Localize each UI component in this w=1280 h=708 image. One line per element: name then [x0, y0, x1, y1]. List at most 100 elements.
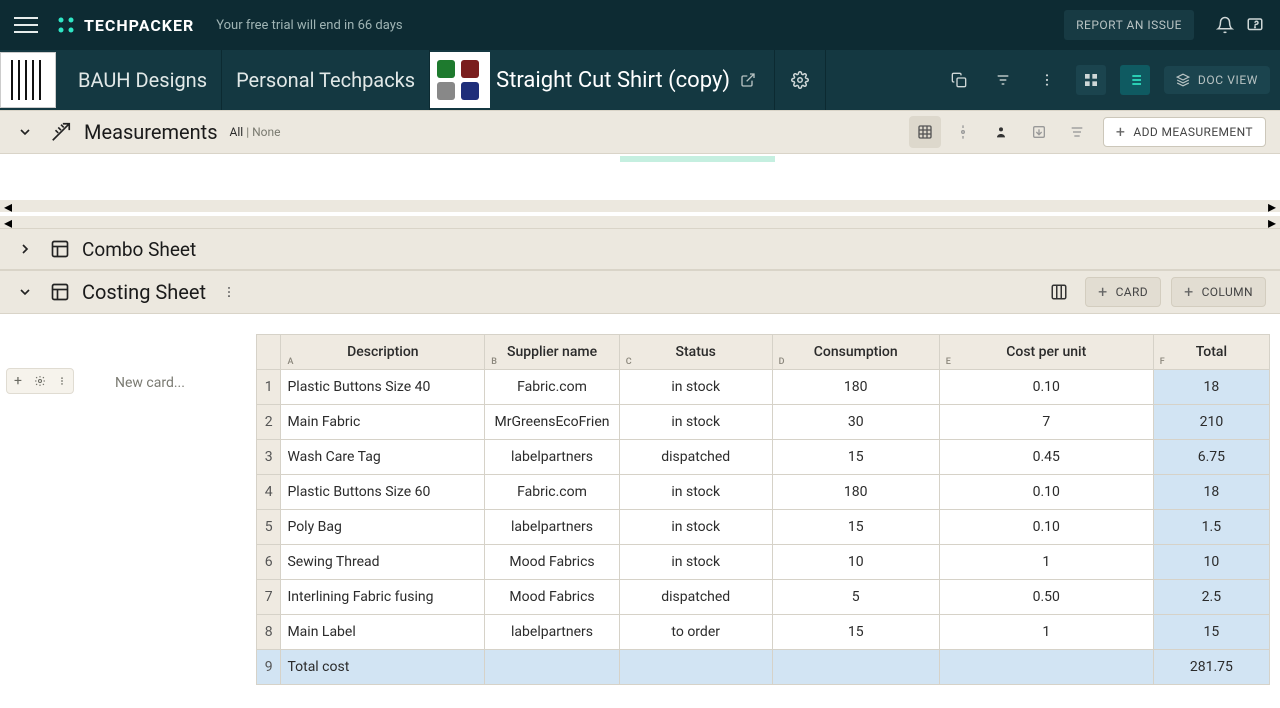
brand-thumbnail[interactable]	[0, 52, 56, 108]
cell-supplier[interactable]: Fabric.com	[485, 475, 620, 510]
more-icon[interactable]	[1032, 65, 1062, 95]
cell-description[interactable]: Plastic Buttons Size 60	[281, 475, 485, 510]
table-row[interactable]: 2Main FabricMrGreensEcoFrienin stock3072…	[257, 405, 1270, 440]
notifications-icon[interactable]	[1214, 14, 1236, 36]
cell-consumption[interactable]: 10	[772, 545, 939, 580]
cell-supplier[interactable]: labelpartners	[485, 615, 620, 650]
expand-combo-icon[interactable]	[14, 238, 36, 260]
horizontal-scrollbar-2[interactable]: ◂▸	[0, 216, 1280, 228]
table-row[interactable]: 7Interlining Fabric fusingMood Fabricsdi…	[257, 580, 1270, 615]
cell-total[interactable]: 210	[1153, 405, 1269, 440]
cell-description[interactable]: Main Label	[281, 615, 485, 650]
add-row-icon[interactable]: +	[7, 369, 29, 393]
collapse-costing-icon[interactable]	[14, 281, 36, 303]
cell-description[interactable]: Main Fabric	[281, 405, 485, 440]
cell-total[interactable]: 10	[1153, 545, 1269, 580]
table-row[interactable]: 3Wash Care Taglabelpartnersdispatched150…	[257, 440, 1270, 475]
export-icon[interactable]	[1023, 116, 1055, 148]
cell-description[interactable]: Poly Bag	[281, 510, 485, 545]
cell-supplier[interactable]: labelpartners	[485, 510, 620, 545]
cell-cost[interactable]: 0.10	[939, 475, 1153, 510]
settings-button[interactable]	[775, 50, 826, 110]
table-total-row[interactable]: 9Total cost281.75	[257, 650, 1270, 685]
cell-cost[interactable]: 7	[939, 405, 1153, 440]
cell-consumption[interactable]: 30	[772, 405, 939, 440]
row-settings-icon[interactable]	[29, 369, 51, 393]
techpack-thumbnail[interactable]	[430, 52, 490, 108]
column-header-E[interactable]: Cost per unitE	[939, 335, 1153, 370]
column-header-F[interactable]: TotalF	[1153, 335, 1269, 370]
cell-cost[interactable]: 0.50	[939, 580, 1153, 615]
column-header-B[interactable]: Supplier nameB	[485, 335, 620, 370]
table-row[interactable]: 4Plastic Buttons Size 60Fabric.comin sto…	[257, 475, 1270, 510]
new-card-input[interactable]: New card...	[104, 368, 256, 398]
list-view-button[interactable]	[1120, 65, 1150, 95]
cell-total[interactable]: 15	[1153, 615, 1269, 650]
cell-consumption[interactable]: 5	[772, 580, 939, 615]
cell-total[interactable]: 18	[1153, 475, 1269, 510]
cell-status[interactable]: in stock	[619, 545, 772, 580]
add-card-button[interactable]: + CARD	[1085, 277, 1161, 307]
column-header-A[interactable]: DescriptionA	[281, 335, 485, 370]
cell-supplier[interactable]: MrGreensEcoFrien	[485, 405, 620, 440]
horizontal-scrollbar[interactable]: ◂▸	[0, 200, 1280, 212]
cell-consumption[interactable]: 180	[772, 475, 939, 510]
cell-consumption[interactable]: 15	[772, 440, 939, 475]
measurements-filter[interactable]: All | None	[230, 125, 281, 139]
cell-cost[interactable]: 0.10	[939, 370, 1153, 405]
cell-status[interactable]: in stock	[619, 510, 772, 545]
copy-icon[interactable]	[944, 65, 974, 95]
row-more-icon[interactable]	[51, 369, 73, 393]
column-header-C[interactable]: StatusC	[619, 335, 772, 370]
cell-cost[interactable]: 1	[939, 545, 1153, 580]
table-mode-icon[interactable]	[909, 116, 941, 148]
precision-icon[interactable]	[947, 116, 979, 148]
cell-consumption[interactable]: 15	[772, 510, 939, 545]
cell-status[interactable]: dispatched	[619, 580, 772, 615]
cell-cost[interactable]: 0.45	[939, 440, 1153, 475]
help-icon[interactable]	[1244, 14, 1266, 36]
cell-description[interactable]: Wash Care Tag	[281, 440, 485, 475]
collapse-measurements-icon[interactable]	[14, 121, 36, 143]
add-measurement-button[interactable]: + ADD MEASUREMENT	[1103, 117, 1266, 147]
column-header-D[interactable]: ConsumptionD	[772, 335, 939, 370]
cell-supplier[interactable]: Fabric.com	[485, 370, 620, 405]
cell-cost[interactable]: 1	[939, 615, 1153, 650]
cell-status[interactable]: dispatched	[619, 440, 772, 475]
app-logo[interactable]: TECHPACKER	[56, 15, 194, 35]
cell-supplier[interactable]: labelpartners	[485, 440, 620, 475]
table-row[interactable]: 8Main Labellabelpartnersto order15115	[257, 615, 1270, 650]
cell-status[interactable]: in stock	[619, 370, 772, 405]
cell-description[interactable]: Plastic Buttons Size 40	[281, 370, 485, 405]
filter-icon[interactable]	[988, 65, 1018, 95]
cell-description[interactable]: Interlining Fabric fusing	[281, 580, 485, 615]
costing-more-icon[interactable]	[218, 281, 240, 303]
user-icon[interactable]	[985, 116, 1017, 148]
table-row[interactable]: 1Plastic Buttons Size 40Fabric.comin sto…	[257, 370, 1270, 405]
cell-consumption[interactable]: 15	[772, 615, 939, 650]
cell-total[interactable]: 1.5	[1153, 510, 1269, 545]
table-row[interactable]: 5Poly Baglabelpartnersin stock150.101.5	[257, 510, 1270, 545]
breadcrumb-brand[interactable]: BAUH Designs	[64, 50, 222, 110]
cell-cost[interactable]: 0.10	[939, 510, 1153, 545]
cell-total[interactable]: 2.5	[1153, 580, 1269, 615]
add-column-button[interactable]: + COLUMN	[1171, 277, 1266, 307]
sort-icon[interactable]	[1061, 116, 1093, 148]
report-issue-button[interactable]: REPORT AN ISSUE	[1064, 10, 1194, 40]
cell-supplier[interactable]: Mood Fabrics	[485, 580, 620, 615]
breadcrumb-collection[interactable]: Personal Techpacks	[222, 50, 430, 110]
columns-icon[interactable]	[1043, 276, 1075, 308]
cell-total[interactable]: 6.75	[1153, 440, 1269, 475]
open-external-icon[interactable]	[740, 72, 756, 88]
cell-status[interactable]: to order	[619, 615, 772, 650]
table-row[interactable]: 6Sewing ThreadMood Fabricsin stock10110	[257, 545, 1270, 580]
doc-view-button[interactable]: DOC VIEW	[1164, 66, 1270, 94]
costing-table[interactable]: DescriptionASupplier nameBStatusCConsump…	[256, 334, 1270, 685]
cell-consumption[interactable]: 180	[772, 370, 939, 405]
cell-description[interactable]: Sewing Thread	[281, 545, 485, 580]
cell-status[interactable]: in stock	[619, 405, 772, 440]
menu-icon[interactable]	[14, 13, 38, 37]
cell-total[interactable]: 18	[1153, 370, 1269, 405]
grid-view-button[interactable]	[1076, 65, 1106, 95]
cell-supplier[interactable]: Mood Fabrics	[485, 545, 620, 580]
